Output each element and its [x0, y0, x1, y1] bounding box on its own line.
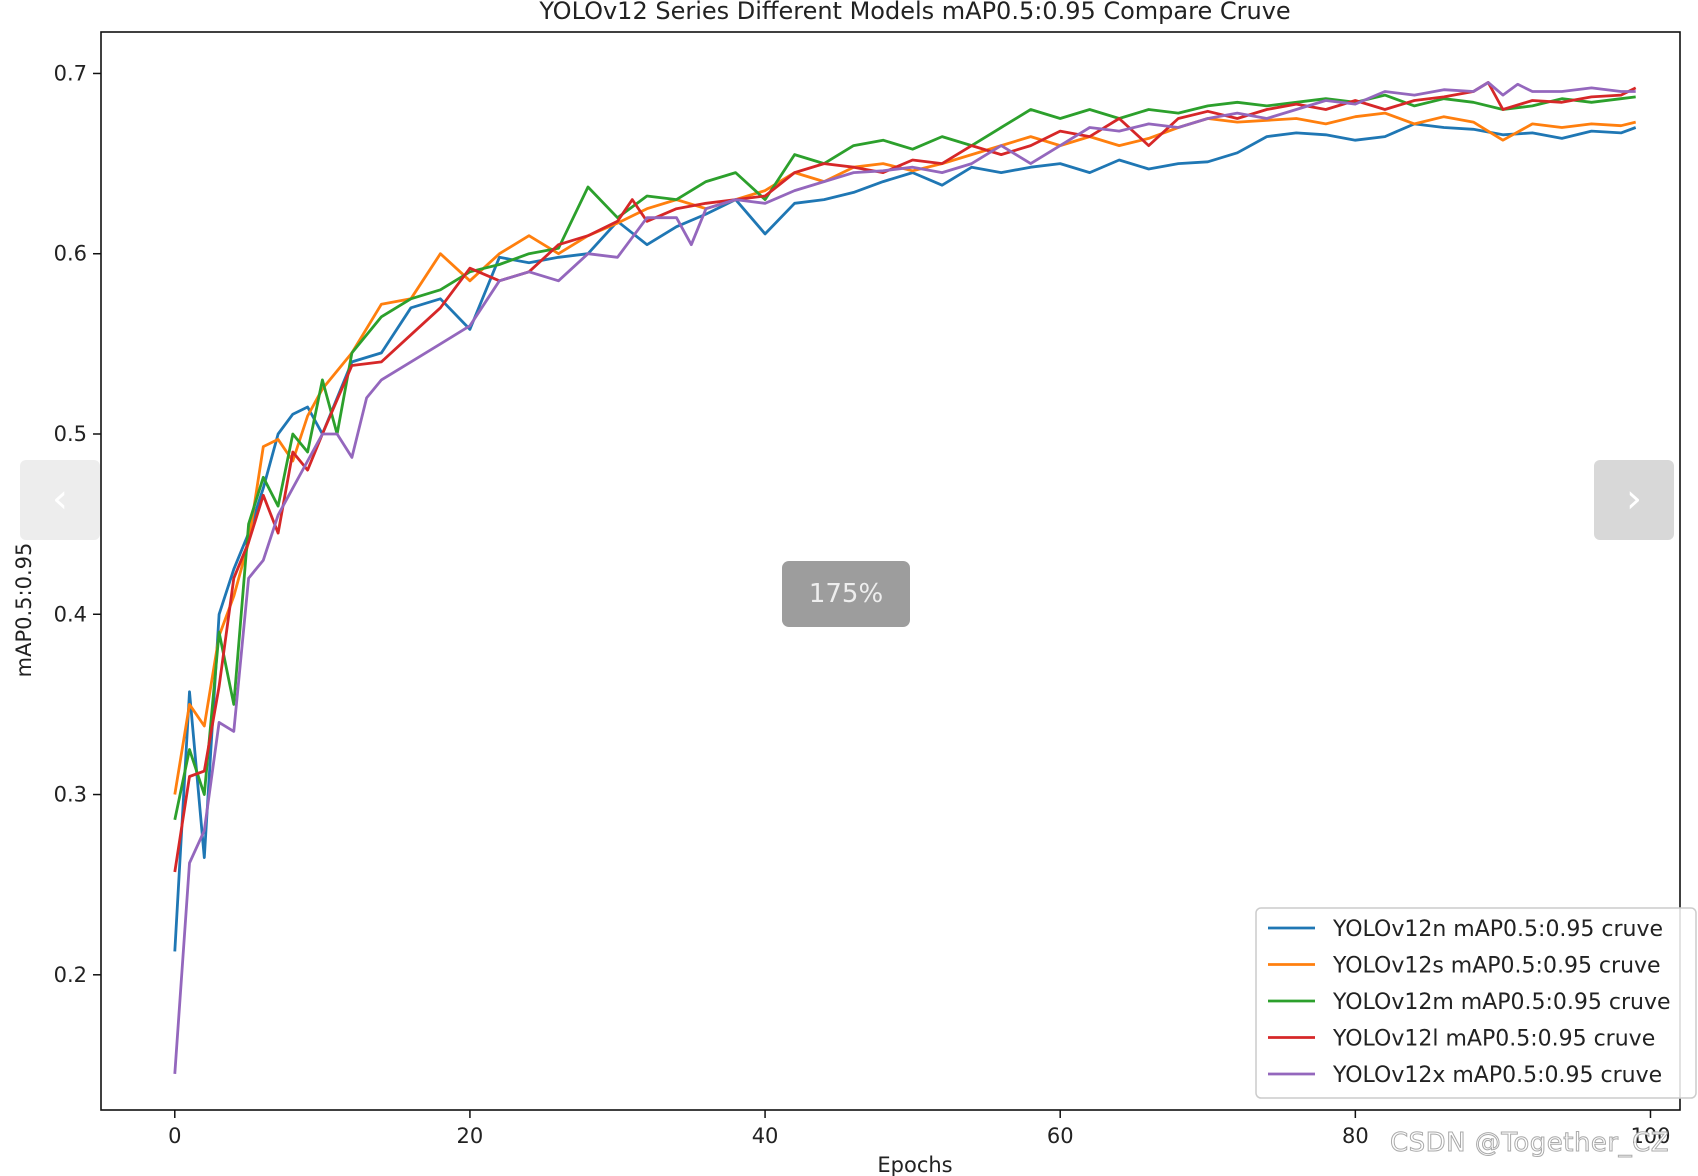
watermark: CSDN @Together_CZ: [1389, 1128, 1670, 1159]
y-tick-label: 0.5: [54, 422, 87, 446]
legend-entry-2: YOLOv12m mAP0.5:0.95 cruve: [1332, 990, 1671, 1015]
series-line-2: [173, 93, 1636, 821]
x-tick-label: 60: [1047, 1124, 1074, 1148]
y-tick-label: 0.4: [54, 602, 87, 626]
y-tick-label: 0.6: [54, 242, 87, 266]
legend-box: [1255, 907, 1697, 1099]
series-line-1: [173, 111, 1637, 795]
series-line-4: [173, 81, 1636, 1074]
legend-entry-0: YOLOv12n mAP0.5:0.95 cruve: [1332, 917, 1663, 942]
x-tick-label: 0: [168, 1124, 181, 1148]
chart-title: YOLOv12 Series Different Models mAP0.5:0…: [538, 0, 1290, 25]
y-axis-title: mAP0.5:0.95: [12, 543, 36, 678]
legend-entry-4: YOLOv12x mAP0.5:0.95 cruve: [1332, 1063, 1662, 1088]
legend-entry-1: YOLOv12s mAP0.5:0.95 cruve: [1332, 954, 1661, 979]
y-axis: 0.2 0.3 0.4 0.5 0.6 0.7: [54, 61, 101, 987]
y-tick-label: 0.7: [54, 61, 87, 85]
y-tick-label: 0.3: [54, 783, 87, 807]
y-tick-label: 0.2: [54, 963, 87, 987]
legend-entry-3: YOLOv12l mAP0.5:0.95 cruve: [1332, 1027, 1655, 1052]
series-line-3: [173, 81, 1637, 873]
x-axis-title: Epochs: [877, 1153, 952, 1176]
x-tick-label: 40: [752, 1124, 779, 1148]
x-axis: 0 20 40 60 80 100: [168, 1110, 1671, 1148]
legend: YOLOv12n mAP0.5:0.95 cruve YOLOv12s mAP0.…: [1255, 907, 1697, 1099]
plot-frame: [100, 31, 1681, 1111]
series-line-0: [173, 122, 1637, 952]
series-layer: [173, 81, 1637, 1074]
x-tick-label: 100: [1630, 1124, 1670, 1148]
chevron-right-icon[interactable]: ›: [1594, 460, 1674, 540]
chevron-left-icon[interactable]: ‹: [20, 460, 100, 540]
zoom-level-badge: 175%: [782, 561, 910, 627]
x-tick-label: 20: [457, 1124, 484, 1148]
x-tick-label: 80: [1342, 1124, 1369, 1148]
